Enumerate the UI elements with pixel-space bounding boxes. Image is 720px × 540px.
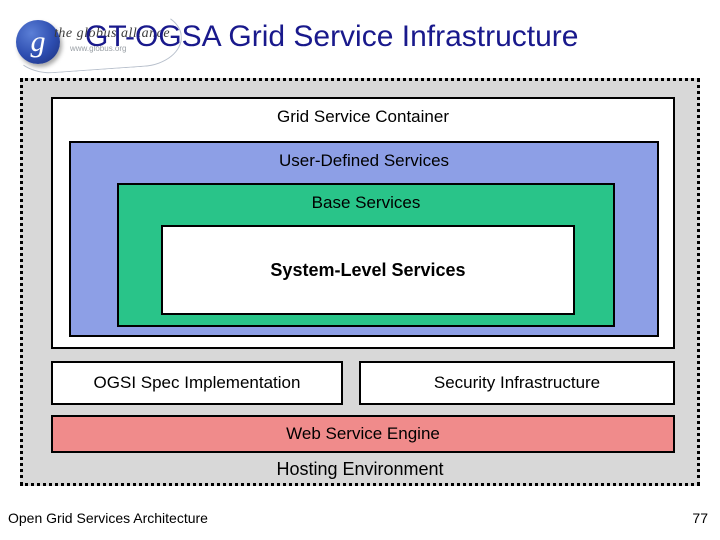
security-infrastructure-box: Security Infrastructure — [359, 361, 675, 405]
grid-service-container-box: Grid Service Container User-Defined Serv… — [51, 97, 675, 349]
header: g the globus alliance www.globus.org GT-… — [0, 0, 720, 78]
page-title: GT-OGSA Grid Service Infrastructure — [85, 20, 578, 54]
web-service-engine-box: Web Service Engine — [51, 415, 675, 453]
system-label: System-Level Services — [270, 260, 465, 281]
slide-number: 77 — [692, 510, 708, 526]
security-label: Security Infrastructure — [434, 373, 600, 393]
footer-left: Open Grid Services Architecture — [8, 510, 208, 526]
base-label: Base Services — [119, 193, 613, 213]
ogsi-spec-box: OGSI Spec Implementation — [51, 361, 343, 405]
ogsi-label: OGSI Spec Implementation — [94, 373, 301, 393]
system-level-services-box: System-Level Services — [161, 225, 575, 315]
container-label: Grid Service Container — [53, 107, 673, 127]
diagram-panel: Grid Service Container User-Defined Serv… — [20, 78, 700, 486]
logo-letter: g — [31, 27, 46, 57]
hosting-environment-label: Hosting Environment — [23, 459, 697, 480]
user-label: User-Defined Services — [71, 151, 657, 171]
user-defined-services-box: User-Defined Services Base Services Syst… — [69, 141, 659, 337]
base-services-box: Base Services System-Level Services — [117, 183, 615, 327]
web-engine-label: Web Service Engine — [286, 424, 440, 444]
